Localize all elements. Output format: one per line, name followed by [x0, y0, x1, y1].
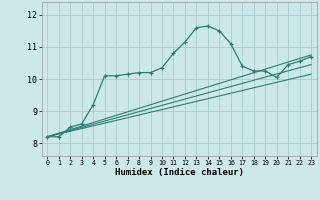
- X-axis label: Humidex (Indice chaleur): Humidex (Indice chaleur): [115, 168, 244, 177]
